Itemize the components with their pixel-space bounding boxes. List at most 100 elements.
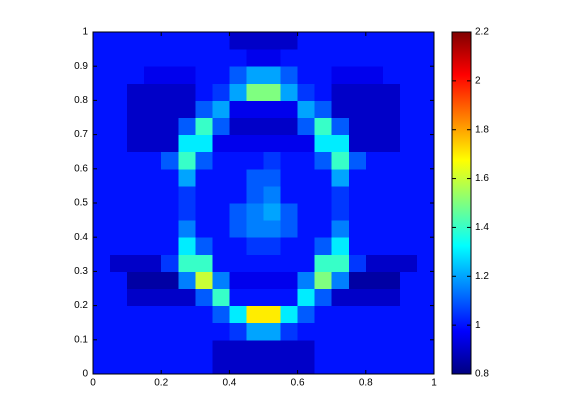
heatmap-cell [399,32,418,50]
heatmap-cell [399,134,418,153]
heatmap-cell [280,168,299,187]
x-tick-label: 0.6 [291,378,305,389]
heatmap-cell [195,168,213,187]
heatmap-cell [399,237,418,255]
heatmap-cell [93,49,111,67]
heatmap-cell [110,203,128,221]
heatmap-cell [93,237,111,255]
heatmap-cell [110,185,128,204]
heatmap-cell [161,203,179,221]
heatmap-cell [331,203,350,221]
heatmap-cell [212,305,230,324]
heatmap-cell [161,356,179,375]
heatmap-cell [229,356,247,375]
heatmap-cell [178,339,196,358]
heatmap-cell [127,185,145,204]
heatmap-cell [110,100,128,118]
colorbar-tick-label: 0.8 [475,369,489,380]
heatmap-cell [195,288,213,307]
heatmap-cell [212,254,230,272]
heatmap-cell [365,151,384,170]
heatmap-cell [314,117,333,136]
heatmap-cell [161,134,179,153]
heatmap-cell [416,356,435,375]
heatmap-cell [382,66,401,84]
heatmap-cell [297,254,316,272]
heatmap-cell [348,32,367,50]
heatmap-cell [314,151,333,170]
heatmap-cell [382,185,401,204]
heatmap-cell [297,49,316,67]
y-tick-label: 0.2 [74,300,88,311]
heatmap-cell [348,66,367,84]
heatmap-cell [93,254,111,272]
heatmap-cell [110,32,128,50]
heatmap-cell [314,83,333,101]
heatmap-cell [93,356,111,375]
heatmap-cell [178,66,196,84]
heatmap-cell [93,203,111,221]
heatmap-cell [127,83,145,101]
heatmap-cell [314,271,333,289]
heatmap-cell [144,339,162,358]
heatmap-cell [110,339,128,358]
heatmap-cell [144,151,162,170]
heatmap-cell [365,49,384,67]
heatmap-cell [280,220,299,238]
heatmap-cell [195,66,213,84]
heatmap-cell [280,254,299,272]
heatmap-cell [127,271,145,289]
colorbar-box [451,31,472,375]
colorbar-tick-label: 1.6 [475,173,489,184]
heatmap-cell [314,254,333,272]
heatmap-cell [331,83,350,101]
heatmap-cell [280,237,299,255]
heatmap-cell [331,117,350,136]
x-tick-label: 0 [90,378,96,389]
heatmap-cell [399,254,418,272]
y-tick-label: 0.7 [74,129,88,140]
heatmap-cell [416,339,435,358]
heatmap-cell [212,220,230,238]
heatmap-cell [297,339,316,358]
heatmap-cell [144,117,162,136]
heatmap-cell [365,220,384,238]
heatmap-cell [348,100,367,118]
heatmap-cell [195,339,213,358]
heatmap-cell [110,237,128,255]
heatmap-cell [127,288,145,307]
heatmap-cell [348,203,367,221]
heatmap-cell [93,134,111,153]
heatmap-cell [297,83,316,101]
heatmap-cell [382,322,401,341]
heatmap-cell [382,339,401,358]
heatmap-cell [93,151,111,170]
heatmap-cell [93,271,111,289]
heatmap-cell [416,305,435,324]
heatmap-cell [246,237,264,255]
heatmap-cell [348,254,367,272]
heatmap-cell [195,237,213,255]
heatmap-cell [263,339,282,358]
heatmap-cell [212,117,230,136]
heatmap-cell [314,32,333,50]
heatmap-cell [382,271,401,289]
heatmap-cell [416,100,435,118]
heatmap-cell [297,203,316,221]
heatmap-cell [331,356,350,375]
heatmap-cell [93,185,111,204]
heatmap-cell [178,117,196,136]
heatmap-cell [144,203,162,221]
heatmap-cell [280,134,299,153]
heatmap-cell [399,305,418,324]
heatmap-cell [144,305,162,324]
heatmap-cell [93,339,111,358]
heatmap-cell [229,322,247,341]
heatmap-cell [365,117,384,136]
x-tick-label: 1 [431,378,437,389]
heatmap-cell [399,49,418,67]
heatmap [93,32,435,375]
heatmap-cell [178,220,196,238]
heatmap-cell [416,271,435,289]
colorbar-tick-label: 2 [475,75,481,86]
